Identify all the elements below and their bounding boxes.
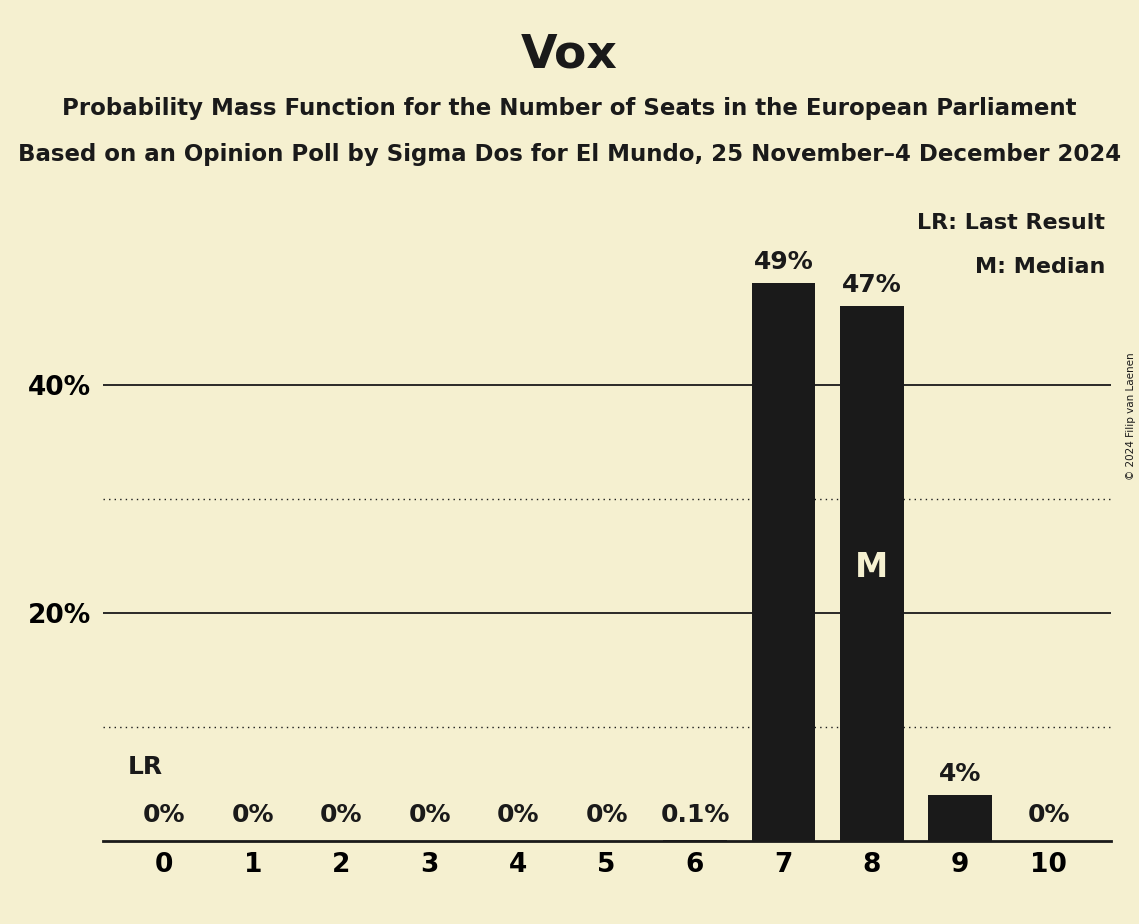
Text: 0%: 0%: [144, 803, 186, 827]
Bar: [752, 283, 816, 841]
Text: 0%: 0%: [231, 803, 274, 827]
Text: © 2024 Filip van Laenen: © 2024 Filip van Laenen: [1126, 352, 1136, 480]
Bar: [839, 306, 903, 841]
Text: M: M: [855, 551, 888, 584]
Bar: [928, 796, 992, 841]
Text: Probability Mass Function for the Number of Seats in the European Parliament: Probability Mass Function for the Number…: [63, 97, 1076, 120]
Bar: [663, 840, 727, 841]
Text: 0%: 0%: [497, 803, 540, 827]
Text: 0%: 0%: [1027, 803, 1070, 827]
Text: LR: LR: [128, 755, 163, 779]
Text: 47%: 47%: [842, 273, 902, 297]
Text: 0%: 0%: [409, 803, 451, 827]
Text: M: Median: M: Median: [975, 258, 1106, 277]
Text: 0.1%: 0.1%: [661, 803, 730, 827]
Text: Vox: Vox: [521, 32, 618, 78]
Text: Based on an Opinion Poll by Sigma Dos for El Mundo, 25 November–4 December 2024: Based on an Opinion Poll by Sigma Dos fo…: [18, 143, 1121, 166]
Text: 0%: 0%: [585, 803, 628, 827]
Text: 49%: 49%: [754, 249, 813, 274]
Text: 4%: 4%: [939, 762, 982, 786]
Text: 0%: 0%: [320, 803, 362, 827]
Text: LR: Last Result: LR: Last Result: [918, 213, 1106, 233]
